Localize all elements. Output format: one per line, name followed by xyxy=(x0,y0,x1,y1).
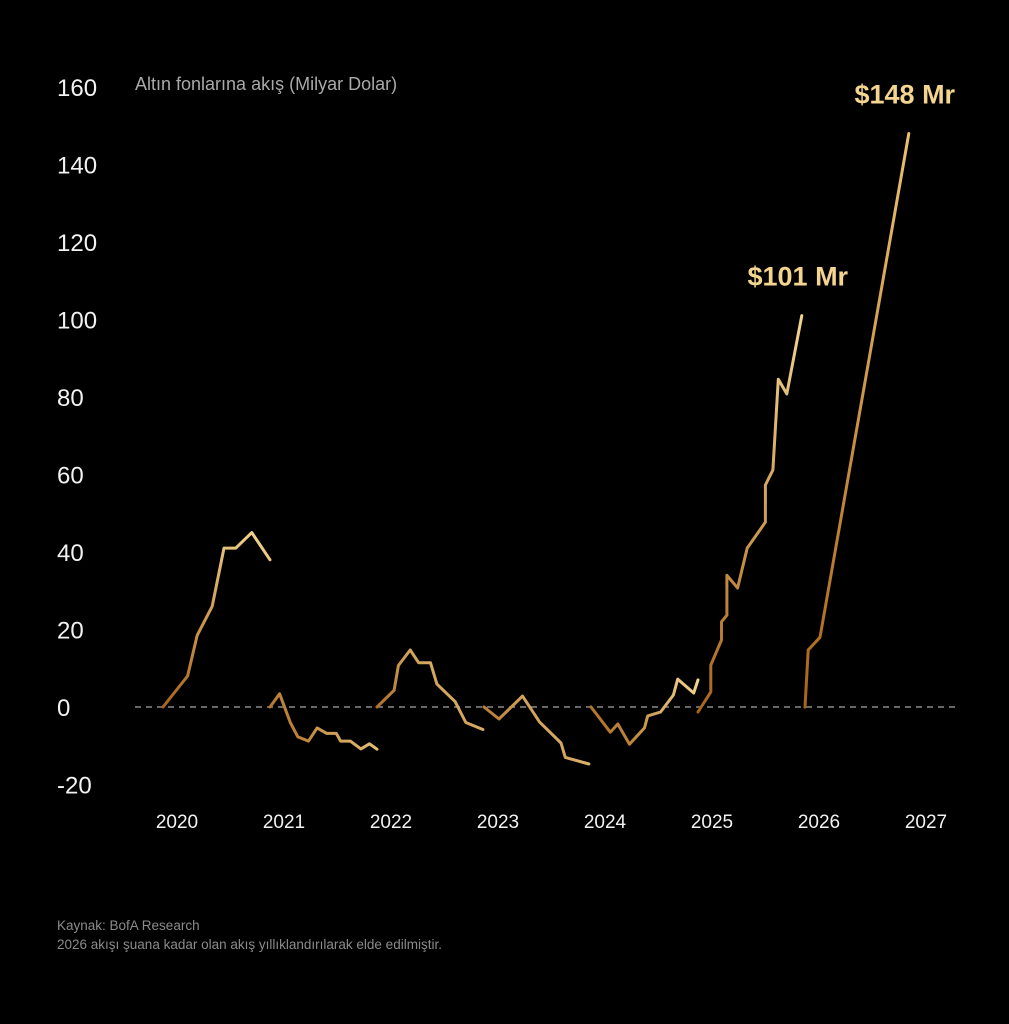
x-tick-label: 2026 xyxy=(798,812,840,833)
y-tick-label: 100 xyxy=(57,308,97,335)
y-tick-label: -20 xyxy=(57,773,92,800)
x-tick-label: 2022 xyxy=(370,812,412,833)
value-annotation: $148 Mr xyxy=(855,80,956,110)
x-tick-label: 2021 xyxy=(263,812,305,833)
y-tick-label: 40 xyxy=(57,540,84,567)
x-tick-label: 2020 xyxy=(156,812,198,833)
series-line-2024 xyxy=(589,677,700,746)
series-lines xyxy=(161,132,911,766)
value-annotation: $101 Mr xyxy=(748,262,849,292)
x-tick-label: 2025 xyxy=(691,812,733,833)
y-tick-label: 0 xyxy=(57,695,70,722)
source-note: Kaynak: BofA Research xyxy=(57,918,200,933)
series-line-2025 xyxy=(696,314,804,714)
x-tick-label: 2023 xyxy=(477,812,519,833)
series-line-2022 xyxy=(375,648,485,731)
y-tick-label: 60 xyxy=(57,463,84,490)
annotations: $101 Mr $148 Mr xyxy=(748,80,956,292)
y-axis-ticks: 160 140 120 100 80 60 40 20 0 -20 xyxy=(57,75,97,800)
y-tick-label: 120 xyxy=(57,230,97,257)
series-line-2021 xyxy=(268,692,379,751)
y-tick-label: 160 xyxy=(57,75,97,102)
annualization-note: 2026 akışı şuana kadar olan akış yıllıkl… xyxy=(57,937,442,952)
series-line-2023 xyxy=(482,694,591,766)
chart-title: Altın fonlarına akış (Milyar Dolar) xyxy=(135,74,397,94)
series-line-2026 xyxy=(803,132,911,709)
series-line-2020 xyxy=(161,531,272,709)
y-tick-label: 20 xyxy=(57,618,84,645)
x-tick-label: 2024 xyxy=(584,812,627,833)
x-tick-label: 2027 xyxy=(905,812,947,833)
y-tick-label: 80 xyxy=(57,385,84,412)
y-tick-label: 140 xyxy=(57,153,97,180)
x-axis-ticks: 2020 2021 2022 2023 2024 2025 2026 2027 xyxy=(156,812,947,833)
